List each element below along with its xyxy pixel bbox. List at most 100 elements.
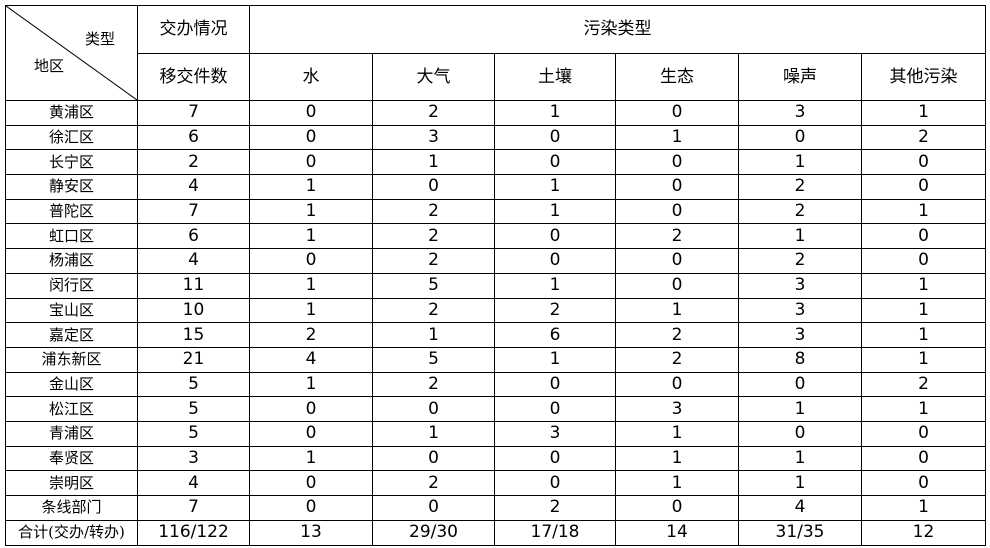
value-cell: 3 <box>615 396 739 422</box>
value-cell: 2 <box>372 223 495 250</box>
value-cell: 2 <box>137 149 250 176</box>
value-cell: 2 <box>372 371 495 398</box>
region-cell: 长宁区 <box>5 149 138 176</box>
value-cell: 3 <box>372 124 495 151</box>
value-cell: 1 <box>494 272 616 299</box>
region-cell: 杨浦区 <box>5 248 138 274</box>
value-cell: 0 <box>615 495 739 521</box>
value-cell: 0 <box>372 396 495 422</box>
region-cell: 嘉定区 <box>5 322 138 348</box>
value-cell: 1 <box>861 346 986 373</box>
value-cell: 6 <box>494 322 616 348</box>
table-row: 金山区 5 1 2 0 0 0 2 <box>5 371 986 398</box>
value-cell: 1 <box>738 396 862 422</box>
column-header: 移交件数 <box>137 53 250 101</box>
value-cell: 1 <box>861 198 986 225</box>
value-cell: 1 <box>494 198 616 225</box>
region-cell: 徐汇区 <box>5 124 138 151</box>
region-cell: 条线部门 <box>5 495 138 521</box>
value-cell: 0 <box>494 248 616 274</box>
corner-type-label: 类型 <box>84 30 115 48</box>
column-header: 大气 <box>372 53 495 101</box>
value-cell: 3 <box>738 297 862 324</box>
value-cell: 0 <box>615 174 739 200</box>
value-cell: 2 <box>615 346 739 373</box>
value-cell: 1 <box>249 174 373 200</box>
value-cell: 1 <box>494 346 616 373</box>
value-cell: 0 <box>372 495 495 521</box>
value-cell: 2 <box>615 223 739 250</box>
region-cell: 虹口区 <box>5 223 138 250</box>
total-value-cell: 17/18 <box>494 519 616 546</box>
table-row: 奉贤区 3 1 0 0 1 1 0 <box>5 445 986 472</box>
value-cell: 1 <box>249 297 373 324</box>
value-cell: 1 <box>249 272 373 299</box>
value-cell: 0 <box>615 371 739 398</box>
value-cell: 0 <box>861 248 986 274</box>
table-row: 闵行区 11 1 5 1 0 3 1 <box>5 272 986 299</box>
value-cell: 1 <box>249 371 373 398</box>
value-cell: 0 <box>615 248 739 274</box>
table-row: 崇明区 4 0 2 0 1 1 0 <box>5 470 986 496</box>
value-cell: 2 <box>372 100 495 126</box>
total-row: 合计(交办/转办) 116/122 13 29/30 17/18 14 31/35 12 <box>5 519 986 546</box>
total-value-cell: 13 <box>249 519 373 546</box>
value-cell: 7 <box>137 100 250 126</box>
total-value-cell: 14 <box>615 519 739 546</box>
group-header-pollution-type: 污染类型 <box>249 5 986 54</box>
value-cell: 1 <box>249 198 373 225</box>
value-cell: 0 <box>372 174 495 200</box>
value-cell: 1 <box>861 297 986 324</box>
value-cell: 5 <box>137 420 250 447</box>
value-cell: 0 <box>615 100 739 126</box>
value-cell: 2 <box>372 248 495 274</box>
value-cell: 11 <box>137 272 250 299</box>
table-row: 虹口区 6 1 2 0 2 1 0 <box>5 223 986 250</box>
value-cell: 1 <box>738 445 862 472</box>
value-cell: 1 <box>861 100 986 126</box>
value-cell: 1 <box>738 223 862 250</box>
value-cell: 0 <box>249 124 373 151</box>
value-cell: 2 <box>738 174 862 200</box>
value-cell: 5 <box>372 346 495 373</box>
value-cell: 2 <box>738 198 862 225</box>
value-cell: 3 <box>738 322 862 348</box>
value-cell: 1 <box>494 174 616 200</box>
value-cell: 4 <box>249 346 373 373</box>
value-cell: 1 <box>738 470 862 496</box>
value-cell: 5 <box>137 371 250 398</box>
value-cell: 0 <box>861 174 986 200</box>
value-cell: 1 <box>861 322 986 348</box>
table-row: 青浦区 5 0 1 3 1 0 0 <box>5 420 986 447</box>
value-cell: 0 <box>861 149 986 176</box>
value-cell: 4 <box>137 470 250 496</box>
value-cell: 0 <box>861 470 986 496</box>
value-cell: 0 <box>249 100 373 126</box>
column-header: 土壤 <box>494 53 616 101</box>
region-cell: 青浦区 <box>5 420 138 447</box>
value-cell: 1 <box>494 100 616 126</box>
table-row: 普陀区 7 1 2 1 0 2 1 <box>5 198 986 225</box>
value-cell: 1 <box>861 272 986 299</box>
value-cell: 6 <box>137 223 250 250</box>
value-cell: 3 <box>494 420 616 447</box>
value-cell: 0 <box>494 223 616 250</box>
region-cell: 宝山区 <box>5 297 138 324</box>
value-cell: 1 <box>615 445 739 472</box>
value-cell: 0 <box>249 495 373 521</box>
total-value-cell: 116/122 <box>137 519 250 546</box>
region-cell: 金山区 <box>5 371 138 398</box>
value-cell: 1 <box>861 495 986 521</box>
value-cell: 3 <box>738 100 862 126</box>
region-cell: 松江区 <box>5 396 138 422</box>
value-cell: 0 <box>738 124 862 151</box>
column-header: 其他污染 <box>861 53 986 101</box>
value-cell: 0 <box>494 445 616 472</box>
value-cell: 0 <box>615 198 739 225</box>
value-cell: 2 <box>372 470 495 496</box>
table-row: 静安区 4 1 0 1 0 2 0 <box>5 174 986 200</box>
region-cell: 闵行区 <box>5 272 138 299</box>
value-cell: 1 <box>249 445 373 472</box>
group-header-assignment: 交办情况 <box>137 5 250 54</box>
table-row: 长宁区 2 0 1 0 0 1 0 <box>5 149 986 176</box>
